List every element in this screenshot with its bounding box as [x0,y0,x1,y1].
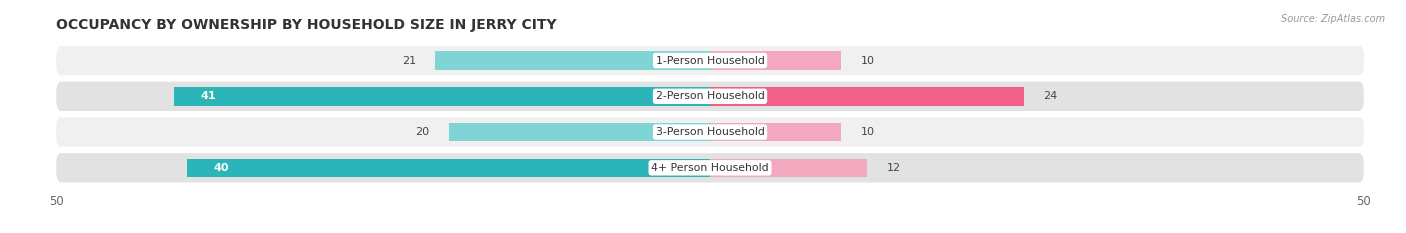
Text: 12: 12 [887,163,901,173]
Text: 3-Person Household: 3-Person Household [655,127,765,137]
Text: 20: 20 [415,127,429,137]
Text: 2-Person Household: 2-Person Household [655,91,765,101]
FancyBboxPatch shape [56,117,1364,147]
Bar [710,51,841,70]
Text: 1-Person Household: 1-Person Household [655,55,765,65]
Text: Source: ZipAtlas.com: Source: ZipAtlas.com [1281,14,1385,24]
Text: 40: 40 [214,163,229,173]
Bar [710,158,868,177]
Text: 24: 24 [1043,91,1057,101]
FancyBboxPatch shape [56,46,1364,75]
Text: OCCUPANCY BY OWNERSHIP BY HOUSEHOLD SIZE IN JERRY CITY: OCCUPANCY BY OWNERSHIP BY HOUSEHOLD SIZE… [56,18,557,32]
Text: 10: 10 [860,127,875,137]
Bar [710,87,1024,106]
Text: 41: 41 [200,91,215,101]
FancyBboxPatch shape [56,153,1364,182]
Bar [436,51,710,70]
Text: 21: 21 [402,55,416,65]
Bar [174,87,710,106]
Bar [710,123,841,141]
Bar [187,158,710,177]
Bar [449,123,710,141]
Text: 10: 10 [860,55,875,65]
Text: 4+ Person Household: 4+ Person Household [651,163,769,173]
FancyBboxPatch shape [56,82,1364,111]
